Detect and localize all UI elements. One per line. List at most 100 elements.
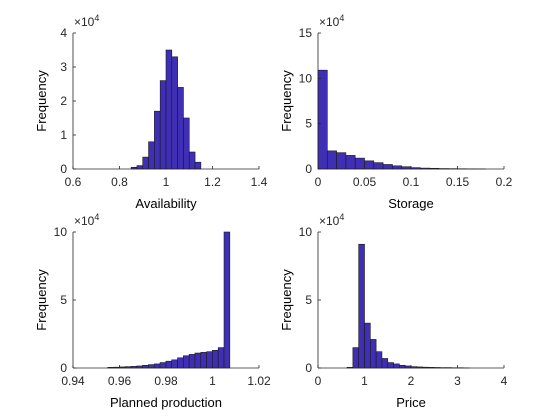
storage-y-multiplier: ×104: [319, 13, 344, 29]
price-bar: [358, 243, 365, 369]
planned-production-y-multiplier-exponent: 4: [94, 212, 99, 222]
price-x-tick-label: 0: [315, 374, 322, 388]
planned-production-bar: [171, 359, 178, 369]
storage-bar: [317, 69, 328, 170]
planned-production-x-tick-label: 0.94: [61, 374, 85, 388]
storage-x-tick-label: 0: [315, 175, 322, 189]
price-y-axis-label: Frequency: [279, 269, 294, 331]
availability-y-axis-label: Frequency: [34, 70, 49, 132]
availability-bar: [183, 117, 190, 170]
price-bar: [364, 322, 371, 369]
price-bar: [399, 364, 406, 369]
price-bar: [370, 339, 377, 369]
price-x-axis-label: Price: [396, 395, 426, 410]
planned-production-bar: [217, 347, 225, 369]
planned-production-bar: [188, 354, 196, 369]
price-x-tick-label: 4: [501, 374, 508, 388]
price-y-tick-label: 10: [299, 225, 313, 239]
storage-bar: [392, 165, 402, 170]
availability-bar: [188, 151, 196, 170]
storage-y-tick-label: 15: [299, 26, 313, 40]
availability-y-multiplier-exponent: 4: [94, 13, 99, 23]
storage-x-tick-label: 0.1: [403, 175, 420, 189]
storage-y-tick-label: 5: [305, 117, 312, 131]
availability-x-tick-label: 1.2: [204, 175, 221, 189]
planned-production-y-axis-label: Frequency: [34, 269, 49, 331]
availability-y-multiplier: ×104: [74, 13, 99, 29]
planned-production-x-axis-label: Planned production: [110, 395, 222, 410]
price-bar: [375, 351, 383, 369]
planned-production-x-tick-label: 0.96: [108, 374, 132, 388]
planned-production-bar: [183, 355, 190, 369]
availability-y-tick-label: 1: [60, 128, 67, 142]
price-x-tick-label: 3: [454, 374, 461, 388]
availability-x-tick-label: 1: [163, 175, 170, 189]
storage-x-tick-label: 0.05: [353, 175, 377, 189]
storage-bar: [373, 162, 384, 170]
storage-panel: 0 0.05 0.1 0.15 0.2 0 5 10 15 ×104 Storage Frequenc…: [279, 13, 513, 211]
availability-x-tick-label: 1.4: [251, 175, 268, 189]
availability-x-tick-label: 0.6: [65, 175, 82, 189]
planned-production-bar: [206, 351, 213, 369]
storage-bar: [326, 150, 337, 170]
planned-production-bar: [159, 362, 167, 369]
price-y-multiplier: ×104: [319, 212, 344, 228]
price-bar: [381, 358, 389, 369]
availability-bar: [165, 49, 173, 170]
storage-bar: [336, 152, 347, 170]
availability-y-tick-label: 2: [60, 94, 67, 108]
availability-panel: 0.6 0.8 1 1.2 1.401234×104AvailabilityFreque…: [34, 13, 268, 211]
availability-bar: [154, 110, 161, 170]
planned-production-y-tick-label: 10: [54, 225, 68, 239]
availability-bar: [148, 141, 155, 170]
storage-bar: [364, 160, 375, 170]
planned-production-y-multiplier: ×104: [74, 212, 99, 228]
planned-production-x-tick-label: 0.98: [154, 374, 178, 388]
availability-x-tick-label: 0.8: [111, 175, 128, 189]
storage-x-tick-label: 0.2: [496, 175, 513, 189]
availability-bar: [136, 165, 144, 170]
availability-x-axis-label: Availability: [135, 196, 197, 211]
price-y-tick-label: 5: [305, 293, 312, 307]
planned-production-bar: [165, 360, 172, 369]
planned-production-bar: [223, 231, 231, 369]
availability-bar: [159, 80, 167, 170]
price-x-tick-label: 1: [361, 374, 368, 388]
price-x-tick-label: 2: [408, 374, 415, 388]
price-bar: [393, 363, 400, 369]
availability-bar: [194, 161, 202, 170]
planned-production-panel: 0.94 0.96 0.98 1 1.02 0 5 10 ×104 Planned product…: [34, 212, 271, 410]
planned-production-x-tick-label: 1: [209, 374, 216, 388]
availability-y-tick-label: 4: [60, 26, 67, 40]
availability-bar: [142, 156, 149, 170]
price-bar: [387, 362, 394, 369]
storage-y-tick-label: 0: [305, 162, 312, 176]
price-panel: 0 1 2 3 4 0 5 10 ×104 Price Frequency: [279, 212, 508, 410]
availability-bar: [177, 87, 184, 170]
planned-production-bar: [177, 357, 184, 369]
planned-production-bar: [142, 364, 149, 369]
planned-production-bar: [200, 352, 207, 369]
planned-production-bar: [148, 364, 155, 369]
price-bar: [352, 347, 359, 369]
planned-production-bar: [153, 363, 161, 369]
planned-production-x-tick-label: 1.02: [247, 374, 271, 388]
price-y-tick-label: 0: [305, 361, 312, 375]
availability-y-tick-label: 0: [60, 162, 67, 176]
planned-production-bar: [212, 350, 219, 369]
availability-y-tick-label: 3: [60, 60, 67, 74]
storage-x-tick-label: 0.15: [446, 175, 470, 189]
planned-production-y-tick-label: 5: [60, 293, 67, 307]
storage-y-multiplier-exponent: 4: [339, 13, 344, 23]
availability-bar: [171, 56, 178, 170]
storage-y-tick-label: 10: [299, 71, 313, 85]
storage-bar: [382, 164, 393, 170]
storage-bar: [345, 155, 356, 170]
planned-production-bar: [194, 352, 202, 369]
storage-y-axis-label: Frequency: [279, 70, 294, 132]
storage-bar: [354, 157, 365, 170]
storage-x-axis-label: Storage: [388, 196, 434, 211]
price-y-multiplier-exponent: 4: [339, 212, 344, 222]
planned-production-y-tick-label: 0: [60, 361, 67, 375]
